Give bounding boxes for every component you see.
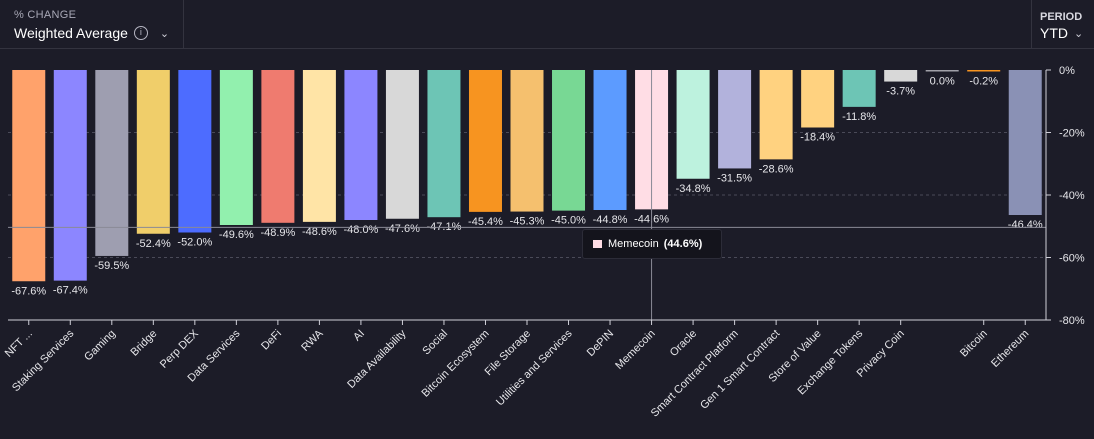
data-label: -48.0% xyxy=(343,224,378,236)
metric-selector-panel: % CHANGE Weighted Average i ⌄ xyxy=(0,0,184,49)
bar[interactable] xyxy=(1008,70,1042,215)
category-label: Perp DEX xyxy=(158,327,202,371)
metric-value: Weighted Average xyxy=(14,25,128,41)
period-value: YTD xyxy=(1040,25,1068,41)
category-label: AI xyxy=(351,328,367,344)
bar[interactable] xyxy=(468,70,502,212)
bar[interactable] xyxy=(510,70,544,212)
bar[interactable] xyxy=(178,70,212,233)
chevron-down-icon: ⌄ xyxy=(1074,26,1084,40)
data-label: -3.7% xyxy=(886,86,915,98)
category-label: DePIN xyxy=(585,328,616,359)
bar[interactable] xyxy=(967,70,1001,72)
bar[interactable] xyxy=(676,70,710,179)
data-label: -49.6% xyxy=(219,229,254,241)
tooltip-label: Memecoin xyxy=(608,238,659,250)
data-label: -44.8% xyxy=(593,214,628,226)
header-divider xyxy=(183,48,1032,49)
category-label: Bitcoin xyxy=(958,328,990,360)
bar[interactable] xyxy=(302,70,336,222)
category-label: Bridge xyxy=(128,328,159,359)
data-label: -67.6% xyxy=(11,285,46,297)
data-label: -45.0% xyxy=(551,215,586,227)
crosshair xyxy=(8,70,1046,320)
data-label: -47.6% xyxy=(385,223,420,235)
bar[interactable] xyxy=(884,70,918,82)
bar[interactable] xyxy=(842,70,876,107)
metric-caption: % CHANGE xyxy=(14,9,77,21)
period-dropdown[interactable]: YTD ⌄ xyxy=(1040,25,1083,41)
chevron-down-icon: ⌄ xyxy=(159,26,170,40)
tooltip-swatch xyxy=(593,240,602,248)
y-axis: 0% -20% -40% -60% -80% xyxy=(1045,65,1085,327)
data-label: -45.3% xyxy=(510,216,545,228)
bar[interactable] xyxy=(95,70,129,256)
info-icon[interactable]: i xyxy=(133,26,148,40)
bar[interactable] xyxy=(759,70,793,160)
bar[interactable] xyxy=(12,70,46,282)
data-label: -52.4% xyxy=(136,238,171,250)
bar[interactable] xyxy=(801,70,835,128)
category-label: Utilities and Services xyxy=(494,327,575,408)
data-label: -46.4% xyxy=(1008,219,1043,231)
bar[interactable] xyxy=(925,70,959,72)
category-label: DeFi xyxy=(259,328,284,353)
y-tick-label: 0% xyxy=(1059,65,1075,77)
bar[interactable] xyxy=(718,70,752,169)
tooltip-value: (44.6%) xyxy=(663,238,703,250)
category-label: Social xyxy=(420,328,450,358)
data-label: -0.2% xyxy=(969,76,998,88)
category-label: Gaming xyxy=(82,328,118,364)
data-label: -52.0% xyxy=(177,237,212,249)
data-label: -31.5% xyxy=(717,172,752,184)
data-label: -28.6% xyxy=(759,163,794,175)
y-tick-label: -80% xyxy=(1059,315,1085,327)
category-label: Gen 1 Smart Contract xyxy=(698,328,782,412)
data-label: -59.5% xyxy=(94,260,129,272)
data-label: -48.9% xyxy=(260,227,295,239)
bars: -67.6% -67.4% -59.5% -52.4% -52.0% -49.6% -48.… xyxy=(11,70,1043,297)
bar[interactable] xyxy=(53,70,87,281)
bar[interactable] xyxy=(136,70,170,234)
data-label: -34.8% xyxy=(676,183,711,195)
data-label: 0.0% xyxy=(930,76,955,88)
category-label: Oracle xyxy=(668,328,699,359)
y-tick-label: -40% xyxy=(1059,190,1085,202)
period-caption: PERIOD xyxy=(1040,11,1083,23)
bar[interactable] xyxy=(219,70,253,225)
metric-dropdown[interactable]: Weighted Average i ⌄ xyxy=(14,25,169,41)
bar[interactable] xyxy=(552,70,586,211)
period-selector-panel: PERIOD YTD ⌄ xyxy=(1031,0,1094,49)
category-label: RWA xyxy=(299,327,326,354)
bar[interactable] xyxy=(427,70,461,218)
data-label: -45.4% xyxy=(468,216,503,228)
data-label: -48.6% xyxy=(302,226,337,238)
data-label: -11.8% xyxy=(842,111,876,123)
data-label: -18.4% xyxy=(800,132,835,144)
category-label: NFT ... xyxy=(3,328,35,360)
hover-tooltip: Memecoin (44.6%) xyxy=(582,229,722,259)
bar[interactable] xyxy=(261,70,295,223)
category-label: Ethereum xyxy=(989,328,1031,370)
data-label: -67.4% xyxy=(53,285,88,297)
category-label: Memecoin xyxy=(613,328,657,372)
y-tick-label: -60% xyxy=(1059,253,1085,265)
x-axis: NFT ...Staking Services Gaming BridgePerp … xyxy=(3,319,1046,420)
bar[interactable] xyxy=(344,70,378,220)
bar[interactable] xyxy=(593,70,627,210)
y-tick-label: -20% xyxy=(1059,128,1085,140)
bar[interactable] xyxy=(385,70,419,219)
